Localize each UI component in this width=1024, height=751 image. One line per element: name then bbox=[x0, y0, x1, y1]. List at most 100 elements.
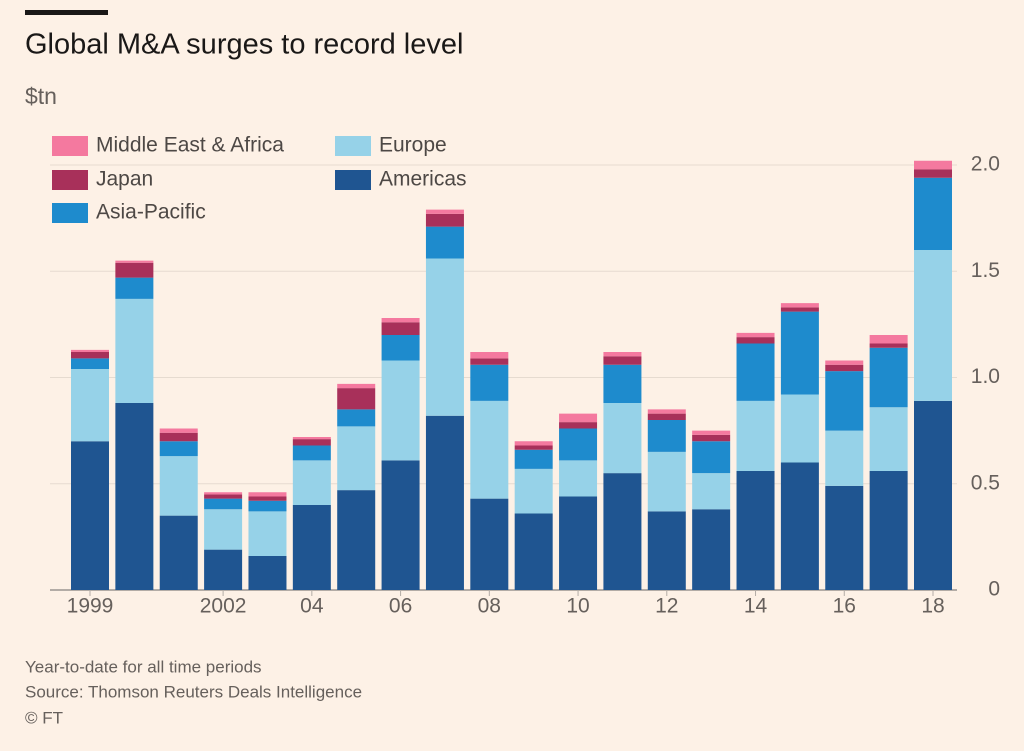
bar-segment bbox=[115, 262, 154, 278]
bar-segment bbox=[825, 430, 864, 486]
bar-segment bbox=[292, 437, 331, 440]
bar-segment bbox=[692, 441, 731, 474]
bar-segment bbox=[248, 500, 287, 512]
bar-segment bbox=[736, 337, 775, 344]
bar-segment bbox=[603, 364, 642, 403]
bar-segment bbox=[337, 490, 376, 590]
bar-segment bbox=[825, 360, 864, 365]
bar-segment bbox=[115, 260, 154, 263]
legend-swatch bbox=[52, 170, 88, 190]
bar-segment bbox=[914, 250, 952, 401]
bar-segment bbox=[115, 298, 154, 403]
bar-segment bbox=[381, 318, 420, 323]
bar-segment bbox=[248, 511, 287, 556]
bar-segment bbox=[736, 471, 775, 590]
bar-segment bbox=[514, 441, 553, 446]
bar-segment bbox=[914, 169, 952, 178]
note: Year-to-date for all time periods bbox=[25, 657, 262, 676]
bar-segment bbox=[692, 473, 731, 510]
bar-segment bbox=[425, 415, 464, 590]
legend-swatch bbox=[52, 136, 88, 156]
bar-segment bbox=[869, 347, 908, 408]
source: Source: Thomson Reuters Deals Intelligen… bbox=[25, 682, 362, 701]
y-tick-label: 1.0 bbox=[971, 365, 1000, 388]
bar-segment bbox=[115, 403, 154, 590]
bar-segment bbox=[603, 352, 642, 357]
bar-segment bbox=[692, 509, 731, 590]
bar-segment bbox=[647, 511, 686, 590]
bar-segment bbox=[204, 549, 243, 590]
bar-segment bbox=[337, 383, 376, 389]
bar-segment bbox=[780, 462, 819, 590]
bar-segment bbox=[425, 226, 464, 259]
bar-segment bbox=[204, 498, 243, 510]
legend-swatch bbox=[335, 136, 371, 156]
y-tick-label: 1.5 bbox=[971, 259, 1000, 282]
bar-segment bbox=[470, 400, 509, 499]
y-tick-label: 0 bbox=[988, 578, 1000, 601]
bar-segment bbox=[559, 422, 598, 429]
bar-segment bbox=[559, 460, 598, 497]
legend-label: Americas bbox=[379, 168, 467, 191]
bar-segment bbox=[780, 311, 819, 395]
bar-segment bbox=[204, 494, 243, 499]
legend-swatch bbox=[52, 203, 88, 223]
title-rule bbox=[25, 10, 108, 15]
bar-segment bbox=[337, 388, 376, 410]
bar-segment bbox=[780, 307, 819, 312]
bar-segment bbox=[647, 451, 686, 512]
bar-segment bbox=[381, 335, 420, 361]
bar-segment bbox=[914, 400, 952, 590]
x-tick-label: 14 bbox=[744, 595, 768, 618]
bar-segment bbox=[559, 496, 598, 590]
bar-segment bbox=[292, 460, 331, 505]
credit: © FT bbox=[25, 708, 63, 727]
bar-segment bbox=[692, 434, 731, 442]
legend-swatch bbox=[335, 170, 371, 190]
bar-segment bbox=[292, 439, 331, 446]
x-tick-label: 18 bbox=[921, 595, 944, 618]
bar-segment bbox=[914, 177, 952, 250]
legend-label: Europe bbox=[379, 134, 447, 157]
bar-segment bbox=[647, 409, 686, 414]
bar-segment bbox=[647, 420, 686, 452]
bar-segment bbox=[647, 413, 686, 420]
bar-segment bbox=[470, 358, 509, 365]
y-tick-label: 2.0 bbox=[971, 153, 1000, 176]
bar-segment bbox=[425, 213, 464, 227]
bar-segment bbox=[869, 343, 908, 348]
bar-segment bbox=[514, 513, 553, 590]
bar-segment bbox=[248, 556, 287, 590]
bar-segment bbox=[71, 349, 109, 352]
bar-segment bbox=[381, 322, 420, 335]
bar-segment bbox=[559, 413, 598, 423]
x-tick-label: 04 bbox=[300, 595, 324, 618]
bar-segment bbox=[248, 496, 287, 501]
bar-segment bbox=[603, 403, 642, 474]
x-tick-label: 06 bbox=[389, 595, 412, 618]
bar-segment bbox=[603, 473, 642, 590]
legend-label: Japan bbox=[96, 168, 153, 191]
bar-segment bbox=[204, 509, 243, 550]
bar-segment bbox=[159, 515, 198, 590]
bar-segment bbox=[71, 358, 109, 369]
bar-segment bbox=[470, 364, 509, 401]
bar-segment bbox=[603, 356, 642, 365]
bar-segment bbox=[337, 426, 376, 491]
x-tick-label: 12 bbox=[655, 595, 678, 618]
bar-segment bbox=[869, 407, 908, 471]
bar-segment bbox=[71, 441, 109, 590]
bar-segment bbox=[825, 485, 864, 590]
bar-segment bbox=[337, 409, 376, 427]
bar-segment bbox=[115, 277, 154, 299]
bar-segment bbox=[825, 371, 864, 431]
bar-segment bbox=[914, 160, 952, 170]
chart-title: Global M&A surges to record level bbox=[25, 29, 463, 61]
bar-segment bbox=[71, 352, 109, 359]
bar-segment bbox=[159, 432, 198, 442]
y-tick-label: 0.5 bbox=[971, 471, 1000, 494]
bar-segment bbox=[470, 498, 509, 590]
x-tick-label: 16 bbox=[833, 595, 856, 618]
bar-segment bbox=[159, 456, 198, 516]
